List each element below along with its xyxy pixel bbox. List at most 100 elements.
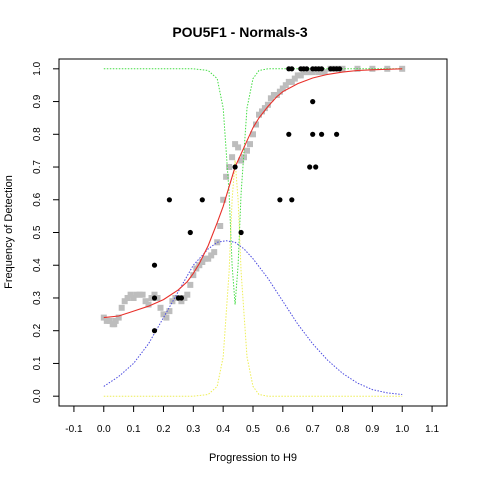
data-point-smoothed bbox=[309, 69, 316, 76]
series-line-fit bbox=[103, 68, 403, 319]
data-point-smoothed bbox=[154, 295, 161, 301]
data-point-observed bbox=[166, 197, 172, 203]
y-axis: 0.0 0.1 0.2 0.3 0.4 0.5 0.6 0.7 0.8 0.9 1.0 bbox=[32, 61, 59, 403]
data-point-smoothed bbox=[291, 75, 298, 82]
data-point-observed bbox=[199, 197, 205, 203]
data-point-smoothed bbox=[244, 147, 250, 154]
data-point-smoothed bbox=[139, 291, 146, 298]
x-tick-label: 0.2 bbox=[157, 424, 171, 435]
data-point-smoothed bbox=[253, 121, 259, 128]
data-point-smoothed bbox=[273, 92, 280, 98]
y-tick-label: 0.2 bbox=[32, 323, 43, 337]
data-point-observed bbox=[313, 164, 319, 170]
data-point-smoothed bbox=[115, 314, 122, 321]
series-line-yellow_curve bbox=[103, 160, 403, 397]
data-point-smoothed bbox=[315, 69, 322, 76]
series-fit bbox=[103, 68, 403, 319]
data-point-smoothed bbox=[229, 154, 236, 161]
data-point-observed bbox=[307, 164, 313, 170]
series-green_curve bbox=[103, 68, 403, 305]
data-point-smoothed bbox=[223, 173, 230, 180]
x-tick-label: 0.5 bbox=[246, 424, 260, 435]
data-point-observed bbox=[238, 229, 244, 236]
data-point-observed bbox=[337, 66, 343, 72]
y-tick-label: 0.5 bbox=[32, 225, 43, 239]
series-line-density bbox=[103, 240, 403, 395]
y-tick-label: 0.8 bbox=[32, 127, 43, 141]
data-point-smoothed bbox=[190, 272, 197, 279]
data-point-smoothed bbox=[267, 95, 274, 102]
data-point-smoothed bbox=[118, 304, 125, 311]
series-yellow_curve bbox=[103, 160, 403, 397]
x-tick-label: 0.4 bbox=[216, 424, 230, 435]
data-point-smoothed bbox=[217, 223, 224, 229]
chart-title: POU5F1 - Normals-3 bbox=[172, 24, 308, 40]
x-tick-label: 1.0 bbox=[395, 424, 409, 435]
x-tick-label: 0.7 bbox=[306, 424, 320, 435]
data-point-smoothed bbox=[321, 69, 328, 76]
data-point-smoothed bbox=[297, 72, 304, 79]
x-axis-label: Progression to H9 bbox=[209, 452, 297, 464]
x-tick-label: 0.6 bbox=[276, 424, 290, 435]
data-point-smoothed bbox=[130, 295, 137, 301]
data-point-observed bbox=[319, 131, 325, 137]
x-tick-label: 0.9 bbox=[365, 424, 379, 435]
data-point-smoothed bbox=[184, 291, 191, 298]
data-point-smoothed bbox=[238, 157, 245, 164]
data-point-observed bbox=[289, 66, 295, 72]
data-point-smoothed bbox=[282, 82, 289, 89]
y-tick-label: 0.6 bbox=[32, 192, 43, 206]
y-tick-label: 0.3 bbox=[32, 291, 43, 305]
data-point-smoothed bbox=[178, 298, 185, 305]
data-point-smoothed bbox=[247, 141, 253, 148]
data-point-observed bbox=[277, 197, 283, 203]
data-point-smoothed bbox=[187, 281, 194, 288]
data-point-smoothed bbox=[226, 164, 233, 170]
data-point-smoothed bbox=[232, 141, 239, 148]
data-point-smoothed bbox=[151, 291, 158, 298]
y-axis-label: Frequency of Detection bbox=[3, 175, 15, 289]
data-point-observed bbox=[232, 164, 238, 170]
data-point-smoothed bbox=[276, 88, 283, 95]
data-point-smoothed bbox=[145, 301, 152, 308]
y-tick-label: 0.4 bbox=[32, 258, 43, 272]
plot-area bbox=[100, 65, 406, 397]
x-tick-label: 0.1 bbox=[127, 424, 141, 435]
y-tick-label: 1.0 bbox=[32, 61, 43, 75]
y-tick-label: 0.1 bbox=[32, 356, 43, 370]
data-point-smoothed bbox=[256, 111, 262, 118]
data-point-observed bbox=[151, 295, 158, 301]
y-tick-label: 0.0 bbox=[32, 389, 43, 403]
data-point-smoothed bbox=[163, 314, 170, 321]
data-point-smoothed bbox=[181, 295, 188, 301]
data-point-observed bbox=[334, 131, 340, 137]
data-point-observed bbox=[151, 262, 158, 268]
data-point-smoothed bbox=[199, 259, 206, 265]
data-point-smoothed bbox=[196, 262, 203, 269]
y-tick-label: 0.9 bbox=[32, 94, 43, 108]
data-point-smoothed bbox=[259, 108, 265, 115]
data-point-smoothed bbox=[208, 252, 215, 259]
data-point-smoothed bbox=[261, 105, 268, 112]
data-point-observed bbox=[178, 295, 184, 301]
data-point-observed bbox=[310, 99, 316, 105]
data-point-smoothed bbox=[220, 196, 227, 203]
data-point-smoothed bbox=[279, 85, 286, 92]
data-point-smoothed bbox=[211, 249, 218, 256]
x-tick-label: 1.1 bbox=[425, 424, 439, 435]
data-point-smoothed bbox=[288, 78, 295, 85]
data-point-smoothed bbox=[264, 101, 271, 108]
data-point-smoothed bbox=[127, 291, 134, 298]
data-point-smoothed bbox=[124, 295, 131, 301]
data-point-smoothed bbox=[235, 144, 242, 151]
series-line-green_curve bbox=[103, 68, 403, 305]
data-point-observed bbox=[289, 197, 295, 203]
series-density bbox=[103, 240, 403, 395]
x-tick-label: 0.3 bbox=[186, 424, 200, 435]
data-point-smoothed bbox=[241, 154, 247, 161]
data-point-smoothed bbox=[205, 255, 212, 262]
data-point-smoothed bbox=[166, 308, 173, 315]
x-tick-label: 0.0 bbox=[97, 424, 111, 435]
x-tick-label: -0.1 bbox=[65, 424, 83, 435]
